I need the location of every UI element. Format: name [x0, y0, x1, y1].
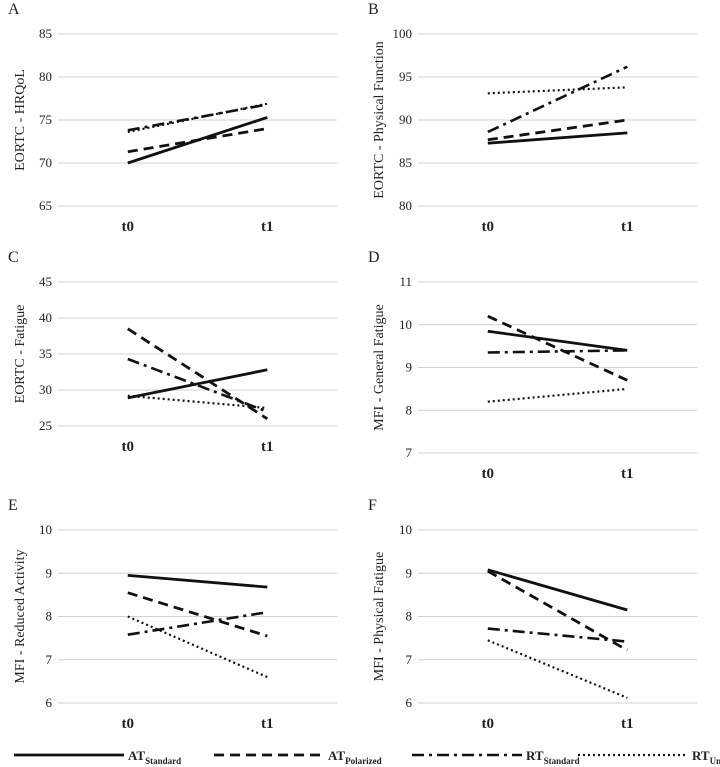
x-tick-label: t1 [261, 716, 274, 732]
series-line-rt-standard [127, 357, 268, 413]
y-axis-label: MFI - Reduced Activity [13, 549, 28, 683]
y-tick-label: 70 [39, 155, 52, 170]
legend-entry: RTStandard [526, 748, 580, 766]
panel-a: A 65 70 75 80 85 t0 t1 EORTC - HRQoL [8, 1, 337, 235]
y-tick-label: 85 [399, 155, 412, 170]
series-line-at-standard [127, 574, 268, 589]
y-tick-label: 10 [399, 317, 412, 332]
panel-label: D [368, 249, 380, 266]
x-tick-label: t0 [122, 716, 135, 732]
y-tick-label: 10 [399, 522, 412, 537]
y-tick-label: 45 [39, 274, 52, 289]
y-tick-label: 80 [399, 198, 412, 213]
series-line-at-polarized [127, 127, 268, 154]
series-line-rt-standard [487, 65, 628, 134]
y-tick-label: 90 [399, 112, 412, 127]
y-tick-label: 75 [39, 112, 52, 127]
y-tick-label: 30 [39, 382, 52, 397]
x-tick-label: t0 [122, 219, 135, 235]
panel-label: B [368, 1, 379, 18]
series-line-rt-undulating [127, 615, 268, 679]
y-tick-label: 6 [406, 695, 413, 710]
series-line-at-standard [487, 329, 628, 352]
x-tick-label: t0 [482, 466, 495, 482]
y-axis-label: EORTC - Fatigue [13, 305, 28, 404]
panel-c: C 25 30 35 40 45 t0 t1 EORTC - Fatigue [8, 249, 337, 455]
legend-entry: ATStandard [128, 748, 181, 766]
series-line-at-polarized [487, 118, 628, 142]
series-line-at-standard [127, 368, 268, 400]
y-tick-label: 80 [39, 69, 52, 84]
y-tick-label: 8 [46, 609, 53, 624]
y-tick-label: 7 [406, 652, 413, 667]
y-tick-label: 85 [39, 26, 52, 41]
y-tick-label: 95 [399, 69, 412, 84]
y-tick-label: 7 [46, 652, 53, 667]
panel-label: F [368, 497, 377, 514]
x-tick-label: t0 [482, 219, 495, 235]
y-tick-label: 6 [46, 695, 53, 710]
y-tick-label: 7 [406, 445, 413, 460]
y-axis-label: EORTC - HRQoL [13, 69, 28, 171]
series-line-at-standard [487, 131, 628, 145]
y-tick-label: 8 [406, 609, 413, 624]
legend: ATStandard ATPolarized RTStandard RTUndulat… [14, 748, 720, 766]
y-axis-label: EORTC - Physical Function [372, 41, 387, 198]
x-tick-label: t1 [621, 219, 634, 235]
series-line-at-polarized [127, 591, 268, 638]
y-tick-label: 8 [406, 402, 413, 417]
panel-e: E 6 7 8 9 10 t0 t1 MFI - Reduced Activity [8, 497, 337, 732]
y-tick-label: 11 [399, 274, 412, 289]
panel-f: F 6 7 8 9 10 t0 t1 MFI - Physical Fatigue [368, 497, 697, 732]
x-tick-label: t0 [482, 716, 495, 732]
y-tick-label: 40 [39, 310, 52, 325]
series-line-at-standard [487, 568, 628, 612]
x-tick-label: t1 [621, 716, 634, 732]
series-line-at-polarized [487, 314, 628, 382]
series-line-rt-undulating [487, 639, 628, 699]
y-tick-label: 9 [46, 565, 53, 580]
y-tick-label: 9 [406, 360, 413, 375]
series-line-rt-undulating [127, 394, 268, 410]
panel-label: A [8, 1, 20, 18]
series-line-at-polarized [487, 569, 628, 652]
y-axis-label: MFI - Physical Fatigue [372, 552, 387, 682]
series-line-rt-undulating [487, 86, 628, 95]
y-tick-label: 10 [39, 522, 52, 537]
y-tick-label: 65 [39, 198, 52, 213]
y-tick-label: 25 [39, 418, 52, 433]
series-line-rt-undulating [487, 387, 628, 403]
panel-d: D 7 8 9 10 11 t0 t1 MFI - General Fatigue [368, 249, 697, 482]
series-line-rt-standard [127, 103, 268, 132]
y-axis-label: MFI - General Fatigue [372, 304, 387, 430]
y-tick-label: 35 [39, 346, 52, 361]
series-line-rt-standard [487, 627, 628, 643]
x-tick-label: t1 [621, 466, 634, 482]
panel-label: E [8, 497, 18, 514]
y-tick-label: 9 [406, 565, 413, 580]
series-line-rt-standard [127, 610, 268, 636]
panel-label: C [8, 249, 19, 266]
x-tick-label: t0 [122, 439, 135, 455]
series-line-at-polarized [127, 327, 269, 420]
series-line-rt-standard [487, 349, 628, 354]
series-line-rt-undulating [127, 102, 268, 134]
x-tick-label: t1 [261, 219, 274, 235]
legend-entry: ATPolarized [328, 748, 382, 766]
x-tick-label: t1 [261, 439, 274, 455]
legend-entry: RTUndulating [692, 748, 720, 766]
y-tick-label: 100 [393, 26, 413, 41]
panel-b: B 80 85 90 95 100 t0 t1 EORTC - Physical Functio… [368, 1, 697, 235]
